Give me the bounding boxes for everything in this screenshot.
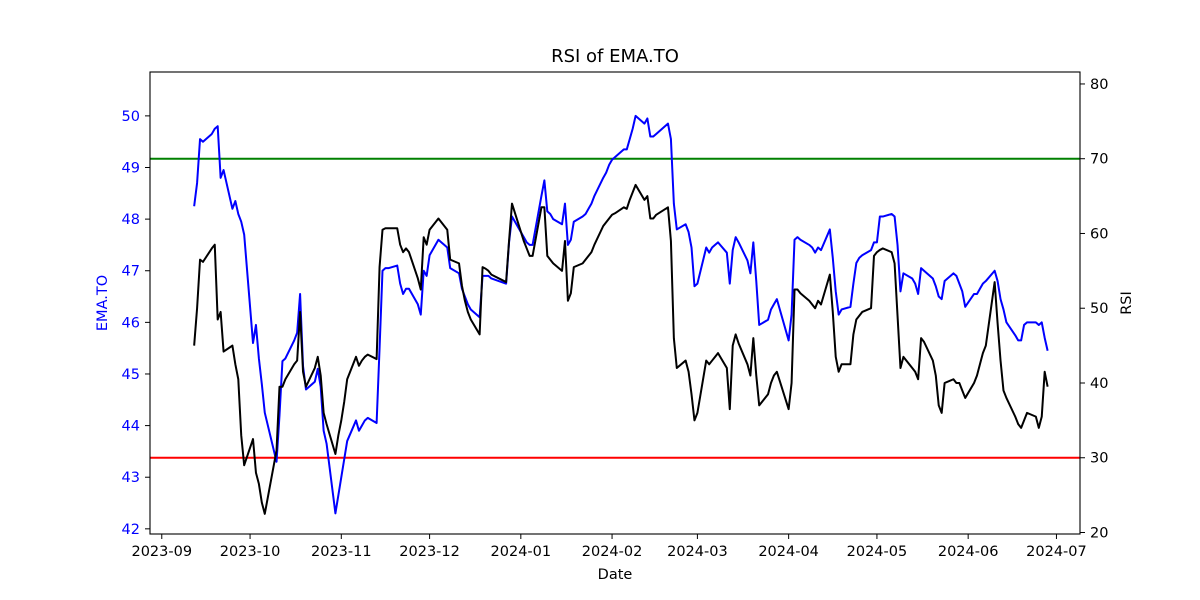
y-right-tick-label: 60	[1090, 226, 1108, 242]
y-right-tick-label: 70	[1090, 152, 1108, 168]
y-left-tick-label: 43	[122, 470, 140, 486]
y-left-axis-label: EMA.TO	[95, 275, 111, 331]
x-tick-label: 2023-12	[399, 544, 460, 560]
x-tick-label: 2024-04	[758, 544, 819, 560]
y-right-tick-label: 30	[1090, 451, 1108, 467]
x-tick-label: 2023-09	[131, 544, 192, 560]
y-right-tick-label: 50	[1090, 301, 1108, 317]
x-tick-label: 2024-06	[938, 544, 999, 560]
x-tick-label: 2024-03	[667, 544, 728, 560]
y-left-tick-label: 46	[122, 315, 140, 331]
chart-title: RSI of EMA.TO	[551, 46, 679, 67]
x-axis-ticks: 2023-09 2023-10 2023-11 2023-12 2024-01 2024-…	[131, 534, 1087, 560]
plot-area	[150, 72, 1080, 534]
y-left-tick-label: 44	[122, 419, 140, 435]
y-left-tick-label: 42	[122, 522, 140, 538]
x-axis-label: Date	[598, 567, 633, 583]
x-tick-label: 2024-02	[582, 544, 643, 560]
reference-lines	[150, 157, 1080, 459]
y-right-tick-label: 80	[1090, 77, 1108, 93]
y-left-tick-label: 48	[122, 212, 140, 228]
rsi-line	[193, 183, 1049, 515]
y-left-tick-label: 49	[122, 160, 140, 176]
y-left-tick-label: 50	[122, 109, 140, 125]
x-tick-label: 2024-07	[1026, 544, 1087, 560]
x-tick-label: 2023-10	[220, 544, 281, 560]
y-right-axis-label: RSI	[1119, 291, 1135, 315]
x-tick-label: 2024-05	[847, 544, 908, 560]
y-left-tick-label: 45	[122, 367, 140, 383]
plot-background	[150, 72, 1080, 534]
y-left-tick-label: 47	[122, 264, 140, 280]
y-right-tick-label: 20	[1090, 526, 1108, 542]
price-line	[193, 114, 1049, 515]
series-layer	[193, 114, 1049, 515]
y-right-tick-label: 40	[1090, 376, 1108, 392]
y-right-axis-ticks: 20 30 40 50 60 70 80	[1080, 77, 1108, 542]
x-tick-label: 2023-11	[311, 544, 372, 560]
plot-frame	[149, 71, 1081, 535]
y-left-axis-ticks: 42 43 44 45 46 47 48 49 50	[122, 109, 150, 538]
x-tick-label: 2024-01	[491, 544, 552, 560]
